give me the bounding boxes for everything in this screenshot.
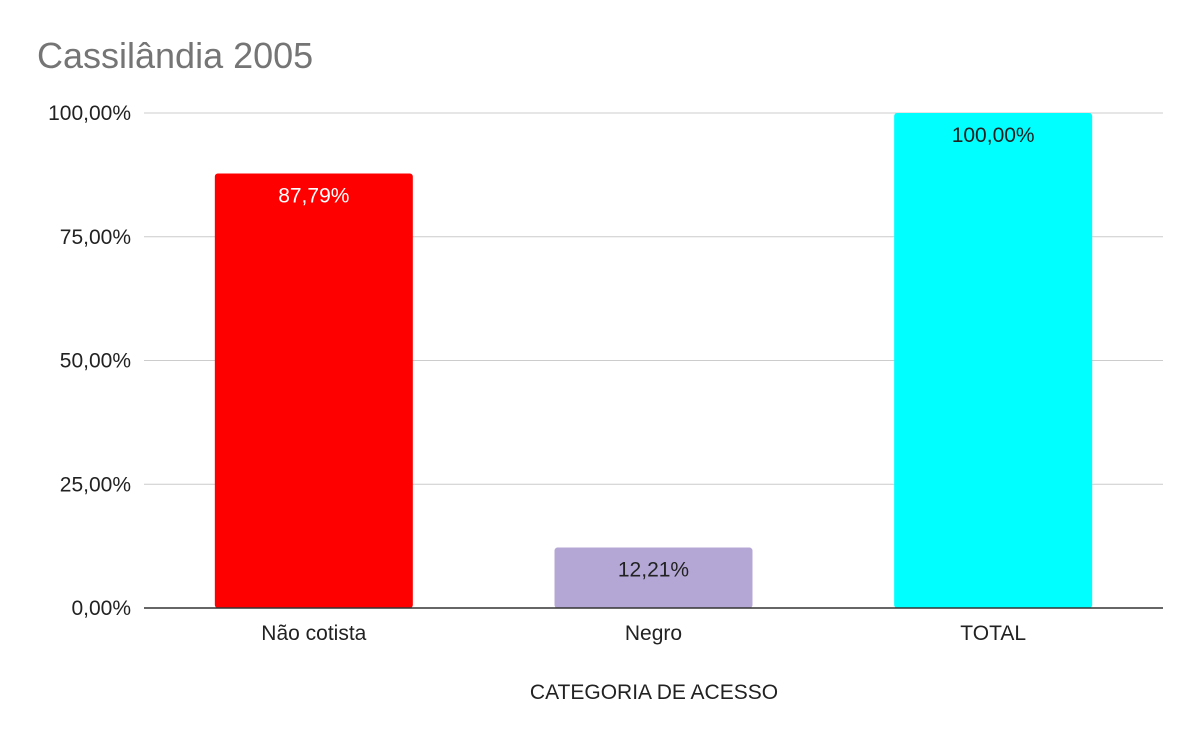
y-tick-label: 50,00% bbox=[60, 350, 131, 373]
bar bbox=[554, 547, 753, 608]
bar-data-label: 100,00% bbox=[952, 124, 1035, 147]
y-tick-label: 25,00% bbox=[60, 473, 131, 496]
x-axis-title: CATEGORIA DE ACESSO bbox=[530, 681, 778, 704]
y-tick-label: 0,00% bbox=[71, 597, 131, 620]
chart-title: Cassilândia 2005 bbox=[37, 35, 313, 76]
x-tick-label: Negro bbox=[625, 622, 682, 645]
bar bbox=[214, 173, 413, 608]
y-tick-label: 100,00% bbox=[48, 102, 131, 125]
y-axis-tick-labels: 0,00% 25,00% 50,00% 75,00% 100,00% bbox=[48, 102, 131, 620]
x-axis-category-labels: Não cotista Negro TOTAL bbox=[261, 622, 1026, 645]
y-tick-label: 75,00% bbox=[60, 226, 131, 249]
data-labels: 87,79% 12,21% 100,00% bbox=[278, 124, 1034, 582]
x-tick-label: TOTAL bbox=[960, 622, 1026, 645]
bars bbox=[214, 113, 1093, 608]
x-tick-label: Não cotista bbox=[261, 622, 366, 645]
bar bbox=[894, 113, 1093, 608]
bar-data-label: 87,79% bbox=[278, 184, 349, 207]
bar-data-label: 12,21% bbox=[618, 559, 689, 582]
